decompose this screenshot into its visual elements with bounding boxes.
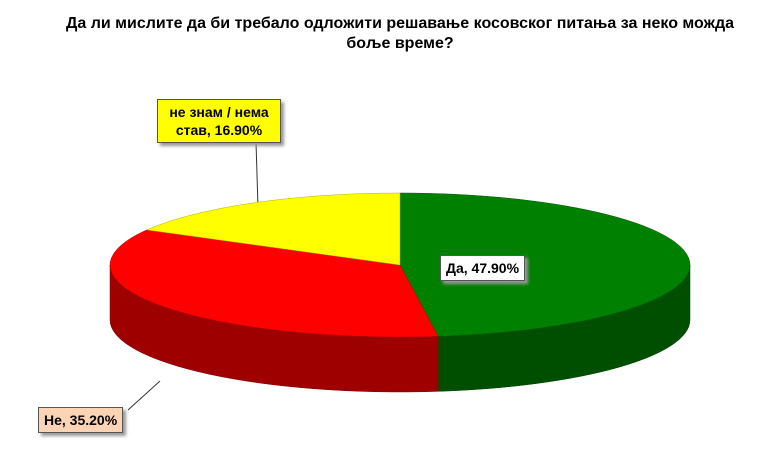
data-label: Не, 35.20% [38, 407, 124, 433]
data-label: не знам / нема став, 16.90% [157, 99, 281, 143]
chart-title: Да ли мислите да би требало одложити реш… [65, 15, 735, 52]
pie-slice [399, 192, 691, 337]
pie-slice [145, 192, 401, 266]
leader-line [255, 141, 259, 208]
leader-line [127, 380, 161, 411]
data-label: Да, 47.90% [440, 255, 526, 281]
pie-slice [109, 229, 439, 338]
